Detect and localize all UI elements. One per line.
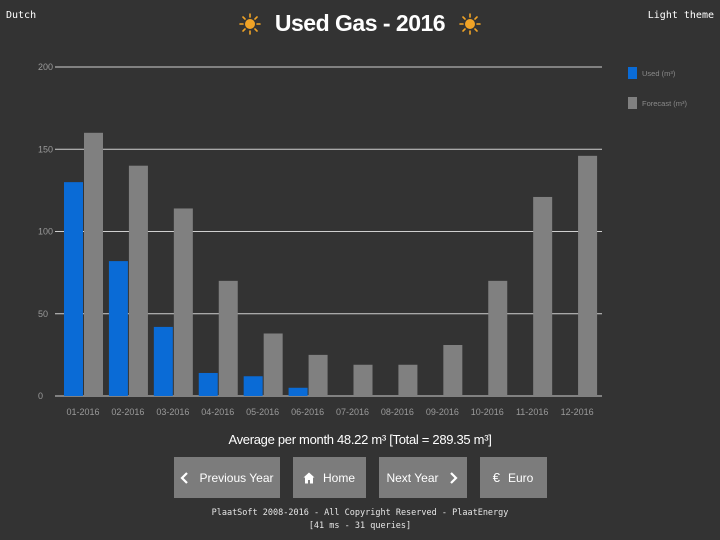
bar-forecast [308,354,328,396]
bar-forecast [443,345,463,396]
chevron-left-icon [180,471,189,484]
y-tick-label: 150 [38,144,53,154]
bar-forecast [533,196,553,396]
y-tick-label: 50 [38,309,48,319]
navigation-buttons: Previous Year Home Next Year € Euro [0,457,720,498]
language-link[interactable]: Dutch [6,10,37,21]
theme-link[interactable]: Light theme [647,10,714,21]
previous-year-label: Previous Year [199,470,274,485]
x-tick-label: 01-2016 [66,407,99,417]
euro-button[interactable]: € Euro [479,457,547,498]
page-title: Used Gas - 2016 [274,10,446,36]
gas-usage-chart: 0 50 100 150 200 01-2016 02-2016 03-2016 04-2016… [38,62,688,417]
bar-used [198,372,218,396]
home-icon [303,472,315,483]
bar-forecast [173,208,193,396]
legend-label: Used (m³) [642,69,676,78]
bar-used [64,182,83,396]
bar-forecast [218,280,238,396]
bar-forecast [128,165,148,396]
x-tick-label: 02-2016 [111,407,144,417]
x-tick-label: 11-2016 [516,407,548,417]
bar-forecast [578,155,598,396]
next-year-button[interactable]: Next Year [378,457,467,498]
bar-forecast [398,364,418,396]
x-tick-label: 06-2016 [291,407,324,417]
home-label: Home [322,470,355,485]
euro-label: Euro [507,470,534,485]
y-tick-label: 100 [38,227,53,237]
sun-icon [459,12,481,35]
previous-year-button[interactable]: Previous Year [173,457,280,498]
x-tick-label: 04-2016 [201,407,234,417]
bar-forecast [263,333,283,396]
x-tick-label: 07-2016 [336,407,369,417]
query-stats: [41 ms - 31 queries] [308,521,412,531]
bar-used [108,261,128,396]
y-tick-label: 0 [38,391,43,401]
legend-swatch [628,97,637,109]
bar-used [243,376,263,396]
title-bar: Used Gas - 2016 [0,10,720,37]
average-summary: Average per month 48.22 m³ [Total = 289.… [228,432,492,447]
x-tick-label: 05-2016 [246,407,279,417]
x-tick-label: 09-2016 [426,407,459,417]
home-button[interactable]: Home [292,457,366,498]
bar-used [153,326,173,396]
chevron-right-icon [449,471,458,484]
bar-forecast [353,364,373,396]
bar-used [288,387,308,396]
next-year-label: Next Year [386,470,439,485]
x-tick-label: 10-2016 [471,407,504,417]
bar-forecast [84,132,103,397]
legend-swatch [628,67,637,79]
sun-icon [239,12,261,35]
footer: PlaatSoft 2008-2016 - All Copyright Rese… [0,507,720,533]
x-tick-label: 03-2016 [156,407,189,417]
euro-icon: € [492,469,500,485]
x-tick-label: 12-2016 [561,407,594,417]
y-tick-label: 200 [38,62,53,72]
x-tick-label: 08-2016 [381,407,414,417]
legend-label: Forecast (m³) [642,99,688,108]
copyright-text: PlaatSoft 2008-2016 - All Copyright Rese… [211,508,509,518]
bar-forecast [488,280,508,396]
